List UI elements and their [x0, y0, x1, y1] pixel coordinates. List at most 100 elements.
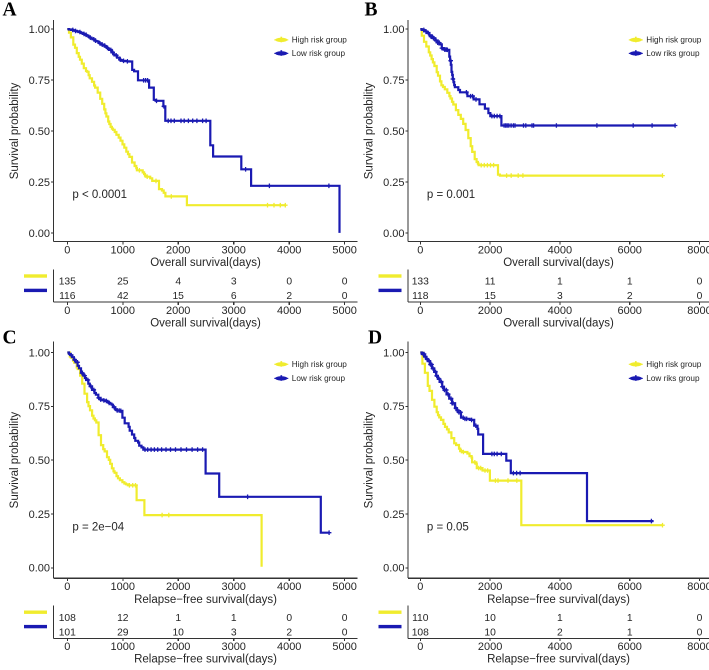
svg-text:6000: 6000	[617, 581, 641, 593]
svg-text:5000: 5000	[332, 641, 356, 653]
svg-text:0.50: 0.50	[383, 126, 404, 138]
svg-text:Survival probability: Survival probability	[364, 82, 376, 179]
svg-text:10: 10	[172, 627, 184, 638]
svg-text:0.75: 0.75	[29, 75, 50, 87]
svg-text:6: 6	[231, 291, 237, 302]
svg-text:0: 0	[342, 277, 348, 288]
svg-text:0.50: 0.50	[383, 455, 404, 467]
svg-text:0: 0	[417, 305, 423, 317]
svg-text:Survival probability: Survival probability	[9, 412, 21, 509]
svg-text:0.00: 0.00	[383, 563, 404, 575]
svg-text:3: 3	[557, 291, 563, 302]
svg-text:0: 0	[417, 581, 423, 593]
svg-text:0.25: 0.25	[29, 177, 50, 189]
svg-text:0.50: 0.50	[29, 126, 50, 138]
svg-text:6000: 6000	[617, 244, 641, 256]
svg-text:0: 0	[697, 627, 703, 638]
svg-text:6000: 6000	[617, 305, 641, 317]
svg-text:2000: 2000	[166, 244, 190, 256]
svg-text:3000: 3000	[221, 305, 245, 317]
svg-text:1.00: 1.00	[29, 347, 50, 359]
svg-text:118: 118	[412, 291, 429, 302]
svg-text:4000: 4000	[277, 305, 301, 317]
svg-text:0.75: 0.75	[29, 401, 50, 413]
svg-text:110: 110	[412, 613, 429, 624]
svg-text:1: 1	[627, 613, 633, 624]
svg-text:4000: 4000	[548, 581, 572, 593]
svg-text:1: 1	[627, 277, 633, 288]
svg-text:Low risk group: Low risk group	[292, 49, 346, 58]
svg-text:1: 1	[557, 277, 563, 288]
svg-text:0.25: 0.25	[383, 177, 404, 189]
svg-text:2000: 2000	[166, 305, 190, 317]
svg-text:5000: 5000	[332, 305, 356, 317]
svg-text:42: 42	[117, 291, 129, 302]
svg-text:0: 0	[417, 244, 423, 256]
svg-text:1000: 1000	[111, 641, 135, 653]
svg-text:1.00: 1.00	[383, 347, 404, 359]
svg-text:1: 1	[557, 613, 563, 624]
svg-text:0.75: 0.75	[383, 75, 404, 87]
svg-text:Relapse−free survival(days): Relapse−free survival(days)	[487, 654, 630, 666]
svg-text:10: 10	[484, 613, 496, 624]
svg-text:8000: 8000	[687, 305, 709, 317]
svg-text:0.50: 0.50	[29, 455, 50, 467]
svg-text:A: A	[3, 0, 17, 21]
svg-text:Overall survival(days): Overall survival(days)	[503, 318, 614, 330]
svg-text:0.75: 0.75	[383, 401, 404, 413]
svg-text:Low riks group: Low riks group	[646, 374, 700, 383]
svg-text:Relapse−free survival(days): Relapse−free survival(days)	[134, 654, 277, 666]
svg-text:2000: 2000	[166, 641, 190, 653]
svg-text:p < 0.0001: p < 0.0001	[72, 189, 127, 201]
svg-text:0: 0	[342, 291, 348, 302]
svg-text:4000: 4000	[548, 305, 572, 317]
svg-text:0.00: 0.00	[29, 228, 50, 240]
svg-text:High risk group: High risk group	[646, 360, 702, 369]
svg-text:2: 2	[286, 291, 292, 302]
svg-text:0: 0	[286, 277, 292, 288]
svg-text:0: 0	[697, 613, 703, 624]
svg-text:B: B	[365, 0, 378, 21]
svg-text:8000: 8000	[687, 244, 709, 256]
svg-text:4: 4	[175, 277, 181, 288]
svg-text:Overall survival(days): Overall survival(days)	[503, 257, 614, 269]
svg-text:2000: 2000	[478, 305, 502, 317]
svg-text:10: 10	[484, 627, 496, 638]
svg-text:0: 0	[417, 641, 423, 653]
svg-text:15: 15	[484, 291, 496, 302]
svg-text:C: C	[3, 328, 17, 349]
svg-text:D: D	[368, 328, 382, 349]
svg-text:2: 2	[627, 291, 633, 302]
svg-text:116: 116	[59, 291, 76, 302]
svg-text:3000: 3000	[221, 641, 245, 653]
svg-text:2000: 2000	[478, 244, 502, 256]
svg-text:0.25: 0.25	[29, 509, 50, 521]
svg-text:3000: 3000	[221, 581, 245, 593]
svg-text:25: 25	[117, 277, 129, 288]
svg-text:Low riks group: Low riks group	[646, 49, 700, 58]
svg-text:133: 133	[412, 277, 429, 288]
svg-text:5000: 5000	[332, 581, 356, 593]
svg-text:p = 0.001: p = 0.001	[427, 189, 475, 201]
svg-text:0.00: 0.00	[29, 563, 50, 575]
svg-text:High risk group: High risk group	[646, 36, 702, 45]
svg-text:p = 0.05: p = 0.05	[427, 521, 469, 533]
svg-text:4000: 4000	[548, 641, 572, 653]
svg-text:2000: 2000	[478, 581, 502, 593]
svg-text:108: 108	[59, 613, 76, 624]
svg-text:1000: 1000	[111, 244, 135, 256]
svg-text:0: 0	[697, 277, 703, 288]
svg-text:3: 3	[231, 627, 237, 638]
svg-text:2000: 2000	[478, 641, 502, 653]
svg-text:1.00: 1.00	[383, 24, 404, 36]
svg-text:4000: 4000	[277, 641, 301, 653]
svg-text:1.00: 1.00	[29, 24, 50, 36]
svg-text:Overall survival(days): Overall survival(days)	[150, 318, 261, 330]
svg-text:1000: 1000	[111, 581, 135, 593]
svg-text:Survival probability: Survival probability	[364, 412, 376, 509]
svg-text:p = 2e−04: p = 2e−04	[72, 521, 124, 533]
svg-text:4000: 4000	[277, 581, 301, 593]
svg-text:0.25: 0.25	[383, 509, 404, 521]
svg-text:4000: 4000	[277, 244, 301, 256]
svg-text:1: 1	[175, 613, 181, 624]
